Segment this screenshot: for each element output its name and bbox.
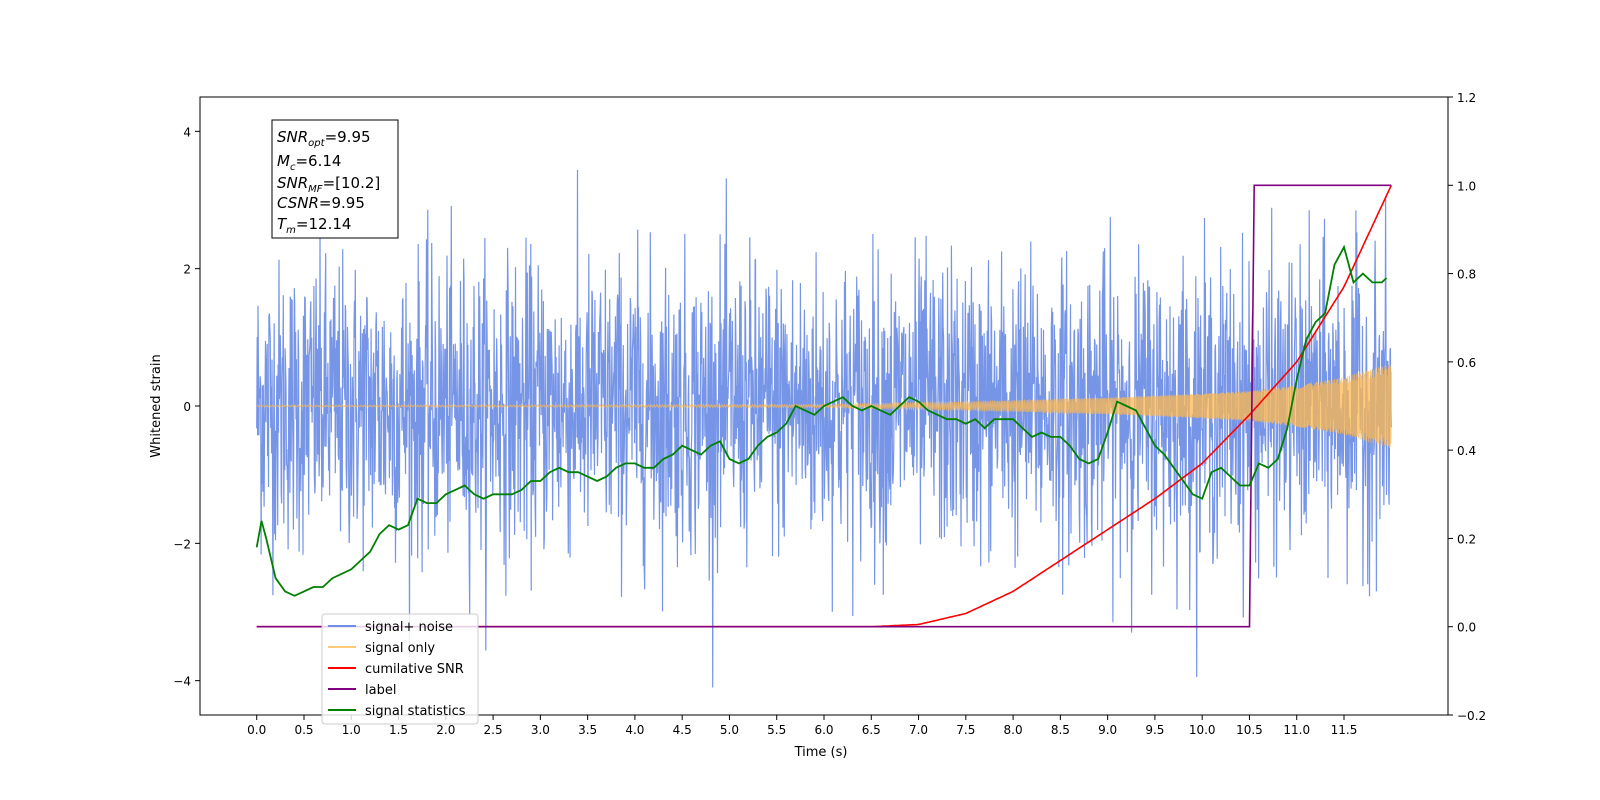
legend-label-signal-statistics: signal statistics <box>365 704 466 719</box>
series-signal-noise <box>256 169 1392 688</box>
x-tick-label: 3.0 <box>531 723 550 737</box>
series-signal-statistics <box>255 244 1388 597</box>
y2-tick-label: 1.2 <box>1457 91 1476 105</box>
y-tick-label: 2 <box>183 263 191 277</box>
y-tick-label: −2 <box>173 537 191 551</box>
x-tick-label: 1.5 <box>389 723 408 737</box>
legend-label-label: label <box>365 683 396 698</box>
annotation-snr-opt: SNRopt=9.95 <box>277 128 371 149</box>
x-tick-label: 11.0 <box>1283 723 1310 737</box>
x-tick-label: 6.5 <box>862 723 881 737</box>
y2-tick-label: 0.4 <box>1457 444 1476 458</box>
y2-tick-label: 0.6 <box>1457 356 1476 370</box>
series-label <box>256 184 1392 628</box>
annotation-snr-mf: SNRMF=[10.2] <box>277 174 380 195</box>
legend-label-signal-only: signal only <box>365 641 435 656</box>
y-axis-ticks: −4 −2 0 2 4 <box>173 125 200 689</box>
annotation-box: SNRopt=9.95 Mc=6.14 SNRMF=[10.2] CSNR=9.… <box>271 119 399 239</box>
x-tick-label: 9.0 <box>1098 723 1117 737</box>
x-tick-label: 6.0 <box>814 723 833 737</box>
x-tick-label: 9.5 <box>1145 723 1164 737</box>
x-tick-label: 10.5 <box>1236 723 1263 737</box>
y2-tick-label: 1.0 <box>1457 179 1476 193</box>
x-tick-label: 0.0 <box>247 723 266 737</box>
x-tick-label: 7.0 <box>909 723 928 737</box>
annotation-frame <box>271 119 399 239</box>
legend-label-signal-noise: signal+ noise <box>365 620 453 635</box>
y-tick-label: 4 <box>183 125 191 139</box>
y2-tick-label: 0.2 <box>1457 532 1476 546</box>
y-tick-label: −4 <box>173 675 191 689</box>
x-tick-label: 10.0 <box>1189 723 1216 737</box>
legend: signal+ noise signal only cumilative SNR… <box>321 613 479 725</box>
y2-tick-label: −0.2 <box>1457 709 1486 723</box>
x-tick-label: 5.0 <box>720 723 739 737</box>
x-tick-label: 8.5 <box>1051 723 1070 737</box>
x-tick-label: 0.5 <box>294 723 313 737</box>
x-tick-label: 11.5 <box>1331 723 1358 737</box>
legend-frame <box>321 613 479 725</box>
x-tick-label: 4.0 <box>625 723 644 737</box>
y2-tick-label: 0.0 <box>1457 621 1476 635</box>
annotation-csnr: CSNR=9.95 <box>277 194 365 212</box>
annotation-mc: Mc=6.14 <box>277 152 341 173</box>
x-tick-label: 7.5 <box>956 723 975 737</box>
x-tick-label: 1.0 <box>342 723 361 737</box>
x-tick-label: 5.5 <box>767 723 786 737</box>
x-tick-label: 2.5 <box>484 723 503 737</box>
y2-tick-label: 0.8 <box>1457 268 1476 282</box>
y-axis-label: Whitened strain <box>149 354 164 457</box>
y2-axis-ticks: −0.2 0.0 0.2 0.4 0.6 0.8 1.0 1.2 <box>1448 91 1486 723</box>
x-tick-label: 2.0 <box>436 723 455 737</box>
y-tick-label: 0 <box>183 400 191 414</box>
legend-label-cumulative-snr: cumilative SNR <box>365 662 464 677</box>
x-tick-label: 8.0 <box>1004 723 1023 737</box>
x-axis-ticks: 0.0 0.5 1.0 1.5 2.0 2.5 3.0 3.5 4.0 4.5 5.0 5.5 6.0 6… <box>247 715 1357 737</box>
x-tick-label: 4.5 <box>673 723 692 737</box>
x-axis-label: Time (s) <box>794 745 848 760</box>
annotation-tm: Tm=12.14 <box>277 215 351 236</box>
x-tick-label: 3.5 <box>578 723 597 737</box>
